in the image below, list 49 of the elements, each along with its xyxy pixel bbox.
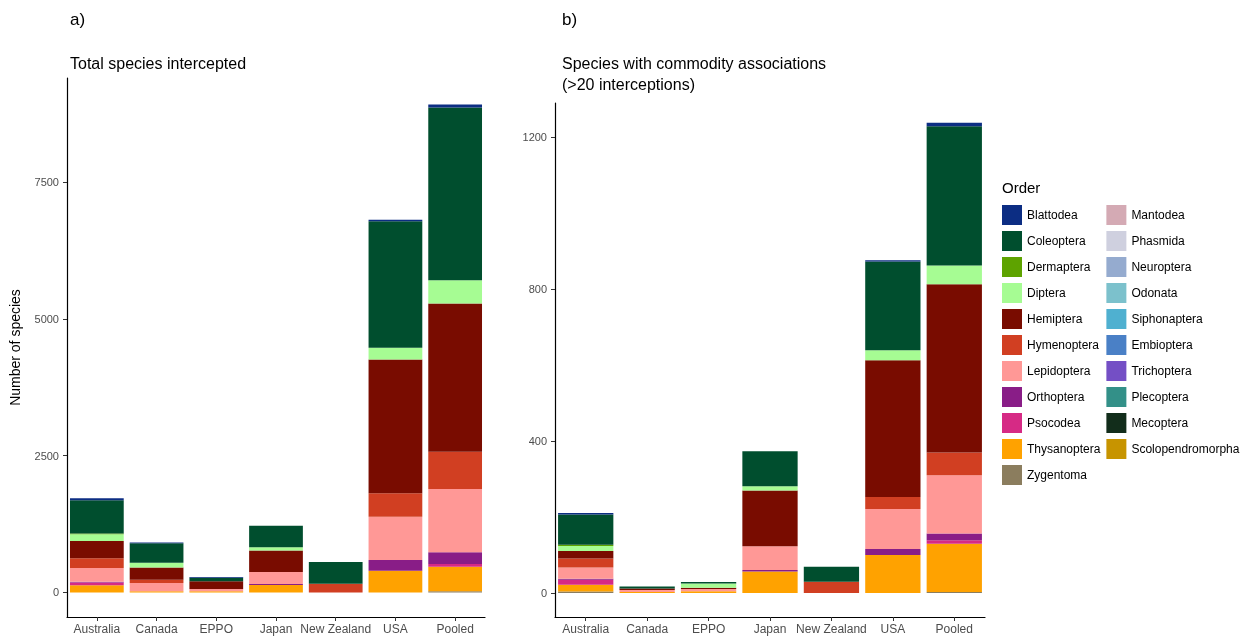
x-tick-label: New Zealand: [300, 622, 372, 636]
legend-label: Siphonaptera: [1131, 312, 1204, 326]
legend-label: Lepidoptera: [1027, 364, 1091, 378]
legend-label: Orthoptera: [1027, 390, 1085, 404]
y-tick-label: 7500: [34, 175, 59, 188]
x-tick-label: Australia: [73, 622, 121, 636]
legend-label: Scolopendromorpha: [1131, 442, 1240, 456]
legend-label: Plecoptera: [1131, 390, 1190, 404]
y-axis-title: Number of species: [7, 289, 23, 406]
legend-label: Coleoptera: [1027, 234, 1087, 248]
legend-label: Odonata: [1131, 286, 1178, 300]
legend-label: Hymenoptera: [1027, 338, 1100, 352]
legend-label: Psocodea: [1027, 416, 1081, 430]
x-tick-label: Canada: [135, 622, 178, 636]
x-tick-label: Canada: [626, 622, 669, 636]
chart-title: a): [70, 10, 86, 29]
y-tick-label: 800: [528, 283, 547, 296]
x-tick-label: EPPO: [199, 622, 233, 636]
legend-label: Neuroptera: [1131, 260, 1192, 274]
chart-subtitle: Total species intercepted: [70, 55, 247, 72]
legend-label: Blattodea: [1027, 208, 1079, 222]
chart-title: b): [562, 10, 578, 29]
x-tick-label: Australia: [562, 622, 610, 636]
y-tick-label: 0: [540, 587, 547, 600]
x-tick-label: Japan: [753, 622, 787, 636]
x-tick-label: EPPO: [691, 622, 726, 636]
y-tick-label: 5000: [34, 312, 59, 325]
y-tick-label: 400: [528, 435, 547, 448]
y-tick-label: 2500: [34, 449, 59, 462]
x-tick-label: New Zealand: [796, 622, 867, 636]
legend-label: Mecoptera: [1131, 416, 1189, 430]
legend-label: Phasmida: [1131, 234, 1186, 248]
legend-label: Thysanoptera: [1027, 442, 1101, 456]
x-tick-label: Japan: [259, 622, 293, 636]
x-tick-label: Pooled: [436, 622, 474, 636]
y-tick-label: 0: [52, 586, 59, 599]
legend-label: Zygentoma: [1027, 468, 1088, 482]
legend-label: Trichoptera: [1131, 364, 1192, 378]
legend-label: Dermaptera: [1027, 260, 1091, 274]
x-tick-label: USA: [383, 622, 408, 636]
x-tick-label: USA: [880, 622, 906, 636]
legend-label: Diptera: [1027, 286, 1067, 300]
x-tick-label: Pooled: [935, 622, 973, 636]
legend-label: Mantodea: [1131, 208, 1186, 222]
y-tick-label: 1200: [522, 131, 547, 144]
chart-subtitle: Species with commodity associations (>20 interceptions): [562, 55, 827, 93]
legend-title: Order: [1002, 179, 1041, 196]
legend-label: Hemiptera: [1027, 312, 1083, 326]
legend-label: Embioptera: [1131, 338, 1194, 352]
